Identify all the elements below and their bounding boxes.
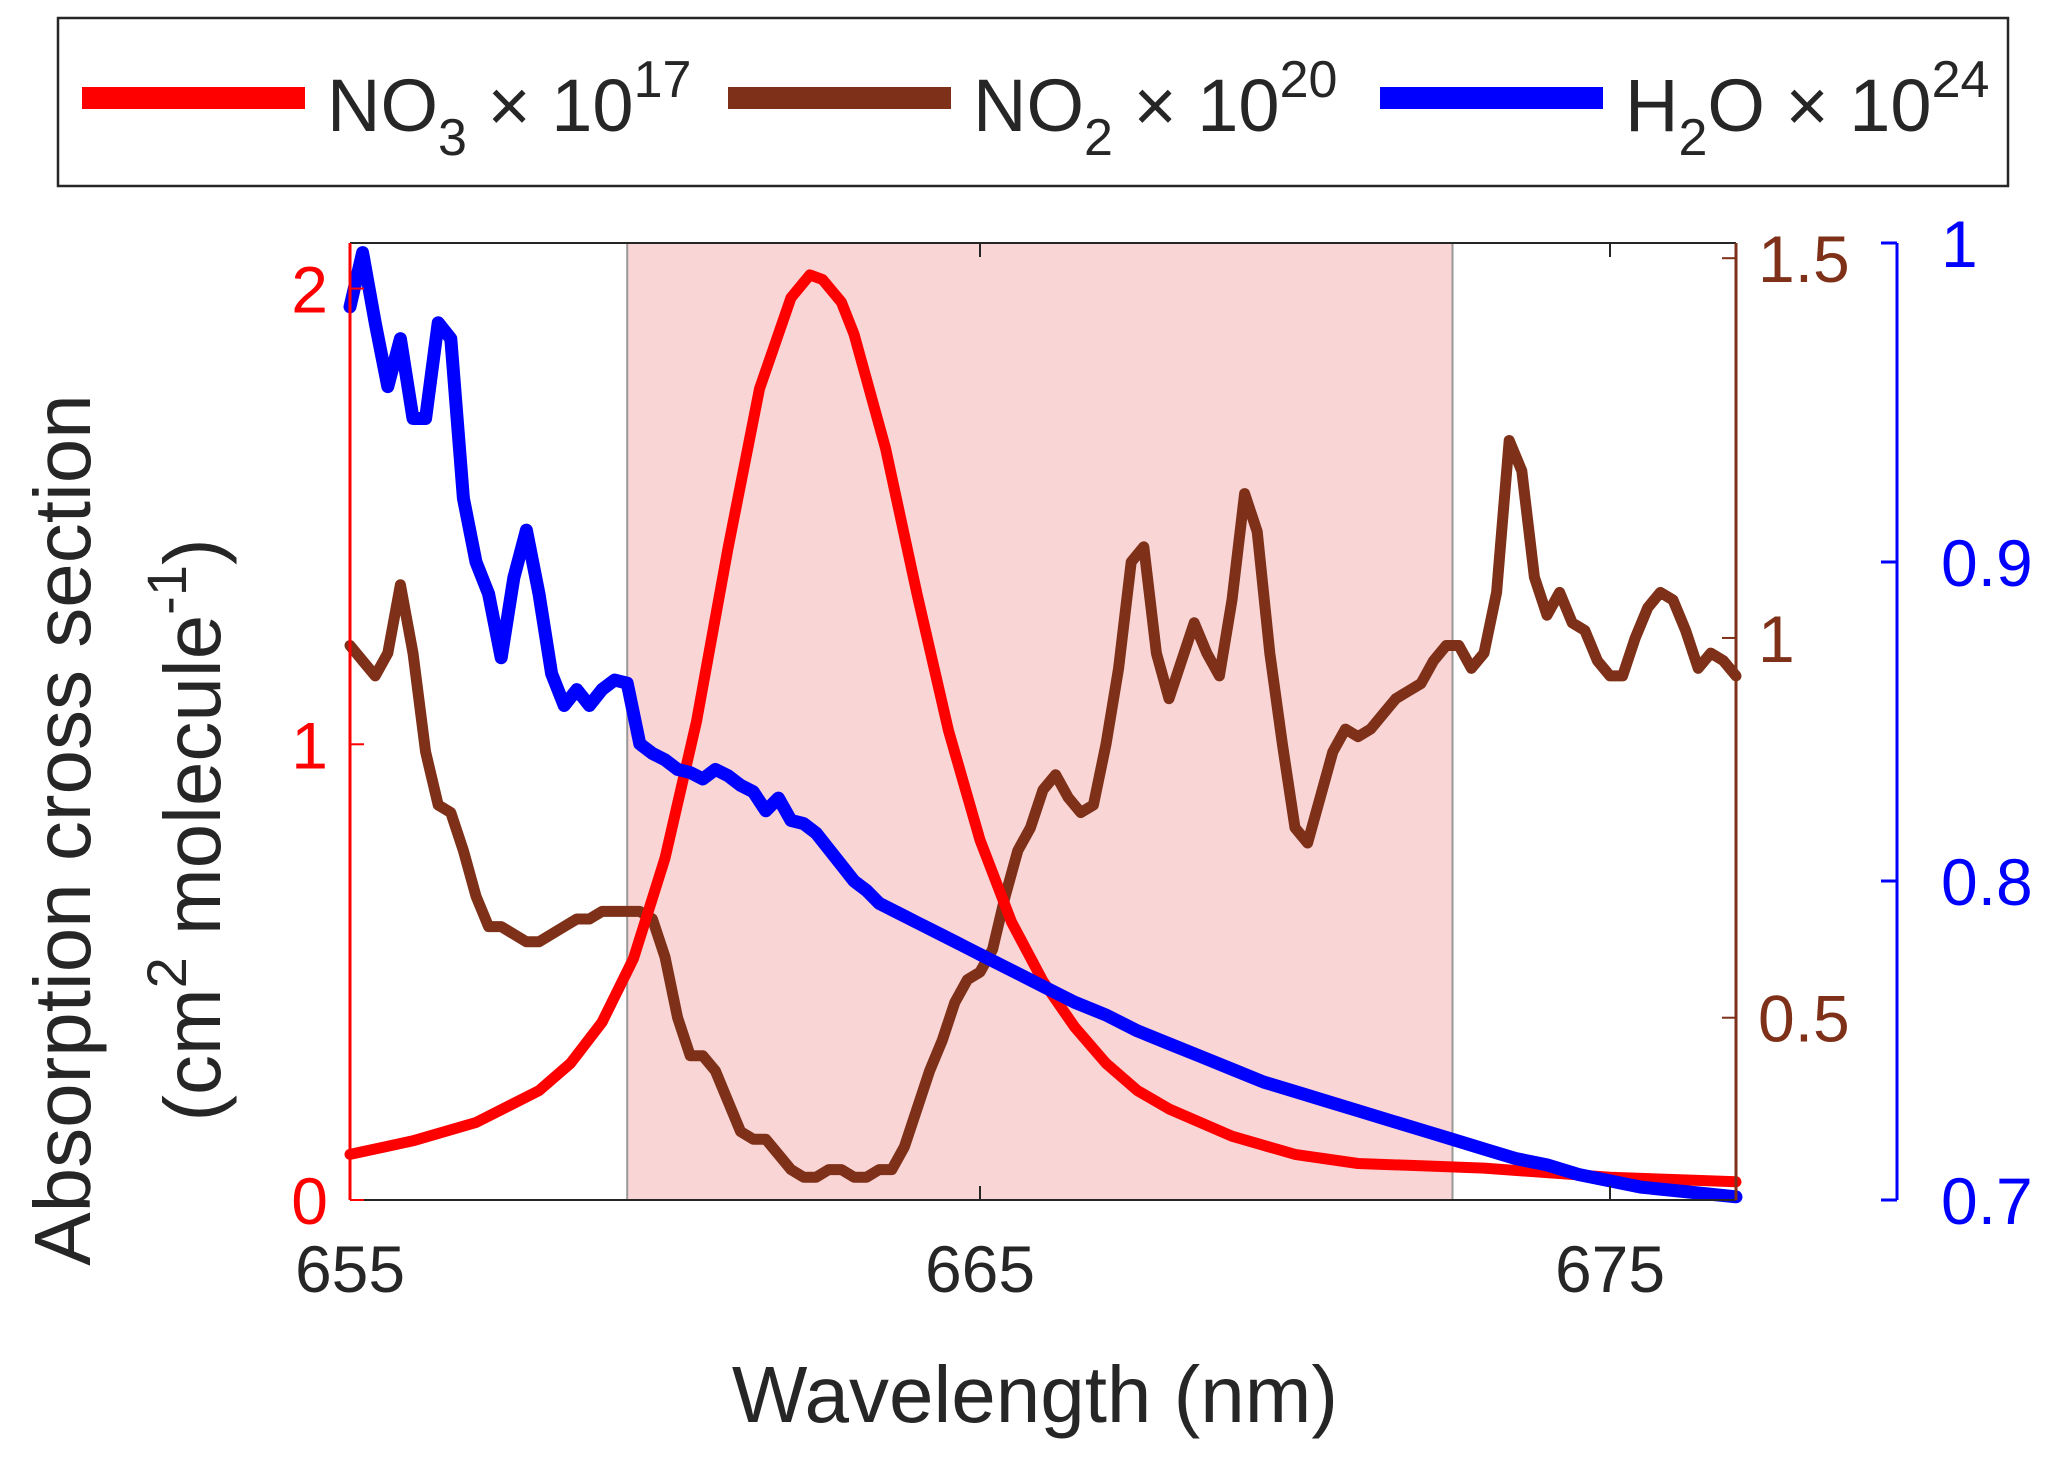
legend-label-h2o: H2O × 1024: [1625, 51, 1989, 167]
right-outer-y-tick-label: 1: [1941, 207, 1978, 281]
left-y-tick-label: 2: [291, 253, 328, 327]
highlight-region: [627, 243, 1453, 1200]
x-tick-label: 675: [1555, 1232, 1665, 1306]
series-line-no2: [344, 435, 1742, 1183]
plot-area: [626, 243, 1454, 1200]
left-y-tick-label: 0: [291, 1164, 328, 1238]
right-inner-y-tick-label: 1.5: [1758, 222, 1850, 296]
y-axis-label-line1-group: Absorption cross section: [18, 394, 107, 1266]
y-axis-label-line2-group: (cm2 molecule-1): [135, 538, 237, 1121]
right-outer-y-tick-label: 0.9: [1941, 526, 2033, 600]
legend-box: [56, 16, 2010, 188]
legend: NO3 × 1017 NO2 × 1020 H2O × 1024: [56, 16, 2010, 188]
x-tick-label: 655: [295, 1232, 405, 1306]
right-inner-y-tick-label: 1: [1758, 602, 1795, 676]
axes-layer: 655 665 675 0 1 2 0.5 1 1.5 0.7 0.8 0.9 1: [291, 207, 2032, 1306]
legend-label-no3: NO3 × 1017: [327, 51, 691, 167]
x-tick-label: 665: [925, 1232, 1035, 1306]
series-line-h2o: [343, 246, 1743, 1204]
right-outer-y-tick-label: 0.8: [1941, 845, 2033, 919]
series-line-no3: [344, 269, 1742, 1188]
y-axis-label-line1: Absorption cross section: [18, 394, 107, 1266]
right-inner-y-tick-label: 0.5: [1758, 982, 1850, 1056]
legend-label-no2: NO2 × 1020: [973, 51, 1337, 167]
series-layer: [343, 246, 1743, 1204]
left-y-tick-label: 1: [291, 708, 328, 782]
x-axis-label: Wavelength (nm): [732, 1350, 1338, 1439]
y-axis-label-line2: (cm2 molecule-1): [135, 538, 237, 1121]
right-outer-y-tick-label: 0.7: [1941, 1164, 2033, 1238]
